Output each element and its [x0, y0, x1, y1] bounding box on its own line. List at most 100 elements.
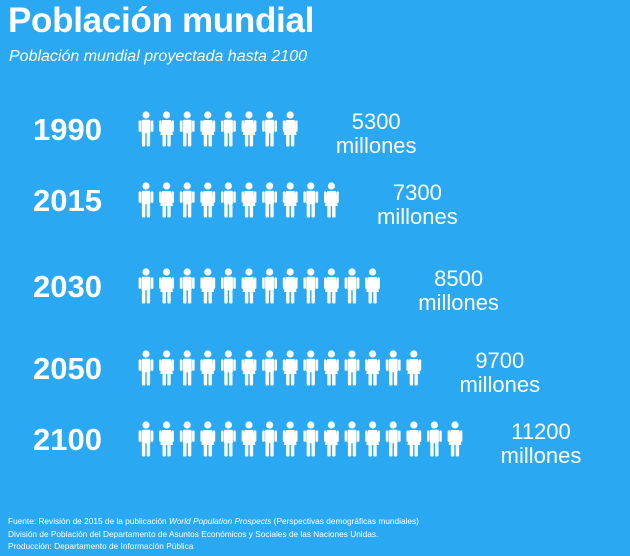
person-head [142, 182, 150, 190]
person-arm-right [192, 430, 195, 442]
person-arm-right [295, 430, 298, 442]
person-leg-right [373, 442, 377, 457]
person-head [224, 111, 232, 119]
person-icon [365, 350, 380, 386]
person-icon [344, 350, 360, 386]
person-head [451, 421, 459, 429]
year-label: 1990 [33, 112, 102, 147]
person-icon [221, 350, 236, 386]
source-publication-title: World Population Prospects [168, 516, 272, 526]
person-leg-left [244, 289, 249, 304]
person-torso [182, 358, 192, 373]
person-dress [283, 430, 297, 445]
person-icon [385, 350, 401, 386]
person-icon [221, 268, 236, 304]
person-leg-right [249, 203, 254, 218]
person-dress [160, 120, 173, 135]
person-arm-right [212, 430, 216, 442]
person-head [245, 111, 253, 119]
person-dress [325, 359, 338, 374]
person-icon [324, 350, 339, 386]
person-head [183, 268, 191, 276]
source-line: Fuente: Revisión de 2015 de la publicaci… [8, 515, 419, 528]
person-arm-right [171, 430, 174, 442]
person-leg-left [368, 442, 372, 457]
person-dress [201, 277, 215, 292]
person-torso [182, 119, 192, 134]
person-head [389, 350, 397, 358]
person-torso [223, 119, 233, 134]
person-leg-left [183, 442, 187, 457]
person-icon [138, 268, 154, 304]
person-leg-left [430, 442, 434, 457]
unit-label: millones [377, 204, 458, 229]
person-arm-left [282, 430, 286, 442]
person-leg-right [373, 289, 377, 304]
person-arm-left [324, 359, 327, 371]
person-head [266, 421, 274, 429]
person-head [266, 350, 274, 358]
person-head [183, 111, 191, 119]
unit-label: millones [459, 372, 540, 397]
person-torso [223, 429, 233, 444]
person-icon [138, 350, 154, 386]
person-head [163, 421, 171, 429]
person-arm-left [200, 277, 203, 289]
person-torso [223, 358, 233, 373]
person-head [266, 182, 274, 190]
person-leg-left [203, 371, 208, 386]
person-leg-right [311, 371, 315, 386]
value-label: 8500 [434, 266, 483, 291]
source-prefix: Fuente: Revisión de 2015 de la publicaci… [8, 516, 169, 526]
person-icon [138, 421, 154, 457]
person-leg-right [332, 442, 336, 457]
person-arm-left [385, 430, 389, 442]
person-leg-right [167, 132, 171, 147]
value-label: 9700 [475, 348, 524, 373]
person-arm-right [212, 191, 216, 203]
person-head [183, 421, 191, 429]
person-arm-left [159, 359, 162, 371]
person-icon [179, 111, 195, 147]
person-leg-left [286, 203, 290, 218]
person-leg-left [306, 371, 311, 386]
person-arm-right [336, 191, 339, 203]
person-leg-left [347, 442, 352, 457]
person-leg-right [208, 289, 212, 304]
person-arm-left [303, 359, 306, 371]
person-leg-left [265, 442, 269, 457]
person-leg-right [290, 289, 295, 304]
person-icon-group [138, 268, 380, 304]
source-suffix: (Perspectivas demográficas mundiales) [271, 516, 419, 526]
person-head [245, 182, 253, 190]
person-icon [262, 350, 277, 386]
person-arm-left [262, 359, 265, 371]
person-head [142, 111, 150, 119]
person-leg-left [327, 203, 331, 218]
person-leg-left [244, 203, 249, 218]
person-arm-left [241, 191, 245, 203]
person-arm-left [159, 191, 162, 203]
person-head [266, 111, 274, 119]
person-arm-left [179, 120, 183, 132]
person-arm-right [336, 359, 339, 371]
person-arm-left [221, 191, 224, 203]
person-dress [242, 277, 256, 292]
person-arm-left [138, 430, 142, 442]
person-leg-right [270, 203, 274, 218]
year-label: 2015 [33, 183, 102, 218]
person-arm-right [295, 120, 298, 132]
person-arm-right [233, 359, 236, 371]
division-line: División de Población del Departamento d… [8, 528, 379, 539]
person-leg-right [187, 289, 192, 304]
person-icon [282, 268, 298, 304]
person-leg-left [265, 289, 269, 304]
person-icon [179, 268, 195, 304]
person-icon [262, 268, 277, 304]
person-torso [306, 276, 316, 291]
person-icon [241, 268, 257, 304]
person-leg-left [306, 289, 311, 304]
person-leg-right [455, 442, 460, 457]
person-leg-left [409, 371, 414, 386]
